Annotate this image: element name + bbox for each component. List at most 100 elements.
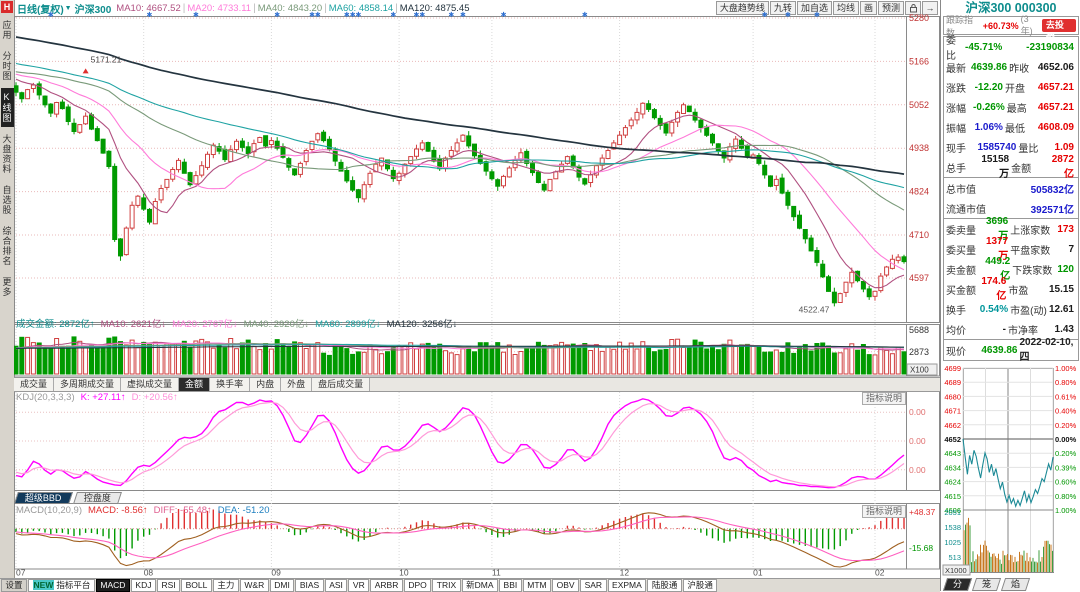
volume-tab-换手率[interactable]: 换手率 [210, 378, 251, 391]
toolbar-button-2[interactable]: 加自选 [796, 1, 832, 15]
volume-tab-多周期成交量[interactable]: 多周期成交量 [54, 378, 122, 391]
svg-text:1.00%: 1.00% [1055, 506, 1077, 515]
quote-row: 流通市值 392571亿 [944, 198, 1078, 218]
sub-tab-超级BBD[interactable]: 超级BBD [14, 492, 73, 504]
quote-value: 4657.21 [1037, 81, 1074, 93]
quote-row: 振幅 1.06% 最低 4608.09 [944, 117, 1078, 137]
ma-legend-item: MA120: 4875.45 [399, 2, 470, 14]
lock-icon[interactable] [905, 1, 921, 15]
svg-text:✱: ✱ [48, 11, 54, 19]
indicator-tab-RSI[interactable]: RSI [156, 579, 181, 592]
svg-text:5052: 5052 [909, 100, 929, 110]
sidebar-item-5[interactable]: 综合排名 [1, 226, 12, 266]
svg-text:0.61%: 0.61% [1055, 392, 1077, 401]
svg-text:02: 02 [875, 568, 885, 578]
svg-text:✱: ✱ [448, 11, 454, 19]
intraday-mini-chart[interactable]: 4699 1.00% 4689 0.80% 4680 0.61% 4671 0.40% 4662… [941, 360, 1080, 578]
volume-tab-金额[interactable]: 金额 [179, 378, 211, 391]
indicator-tab-label: TRIX [436, 580, 457, 590]
period-selector[interactable]: 日线(复权) [17, 4, 64, 16]
indicator-tab-陆股通[interactable]: 陆股通 [647, 579, 682, 592]
volume-tab-内盘[interactable]: 内盘 [250, 378, 282, 391]
new-badge: NEW [32, 580, 55, 590]
svg-text:✱: ✱ [274, 11, 280, 19]
sub-tab-控盘度[interactable]: 控盘度 [72, 492, 122, 504]
toolbar-button-3[interactable]: 均线 [832, 1, 859, 15]
svg-text:07: 07 [16, 568, 26, 578]
svg-text:✱: ✱ [309, 11, 315, 19]
volume-tab-外盘[interactable]: 外盘 [281, 378, 313, 391]
quote-group-price: 现价 4639.86 2022-02-10,四 [944, 337, 1078, 363]
indicator-tab-TRIX[interactable]: TRIX [432, 579, 461, 592]
ma-legend: MA10: 4667.52 | MA20: 4733.11 | MA40: 4843.2… [116, 3, 471, 14]
quote-row: 涨跌 -12.20 开盘 4657.21 [944, 77, 1078, 97]
quote-value: 1.06% [974, 121, 1003, 133]
quote-value: 7 [1068, 243, 1074, 255]
ma-legend-item: MA10: 4667.52 [116, 2, 181, 14]
volume-pane-header: 成交金额: 2872亿↑ MA10: 2621亿↓ MA20: 2767亿↓ MA40… [16, 317, 457, 330]
quote-row: 换手 0.54% 市盈(动) 12.61 [944, 299, 1078, 319]
quote-label: 委卖量 [946, 225, 976, 237]
sidebar-item-0[interactable]: 应用 [1, 20, 12, 40]
toolbar-button-0[interactable]: 大盘趋势线 [715, 1, 769, 15]
svg-text:0.80%: 0.80% [1055, 492, 1077, 501]
indicator-tab-DMI[interactable]: DMI [269, 579, 295, 592]
mini-tab-笼[interactable]: 笼 [971, 578, 1002, 591]
macd-help-link[interactable]: 指标说明 [862, 505, 907, 518]
indicator-tab-BIAS[interactable]: BIAS [295, 579, 324, 592]
quote-label: 昨收 [1009, 63, 1030, 75]
indicator-tab-新DMA[interactable]: 新DMA [461, 579, 499, 592]
sidebar-item-6[interactable]: 更多 [1, 277, 12, 297]
svg-text:✱: ✱ [193, 11, 199, 19]
collapse-panel-icon[interactable]: → [922, 1, 938, 15]
indicator-tab-label: 设置 [5, 580, 23, 590]
kline-chart-canvas[interactable]: 07 08 09 10 11 12 01 02 5280 5166 5052 4938 4824 4710… [14, 0, 940, 578]
toolbar-button-5[interactable]: 预测 [877, 1, 904, 15]
mini-tab-焰[interactable]: 焰 [1000, 578, 1031, 591]
toolbar-button-4[interactable]: 画 [859, 1, 877, 15]
sidebar-item-2[interactable]: K线图 [0, 88, 14, 127]
svg-text:0.60%: 0.60% [1055, 478, 1077, 487]
volume-tab-虚拟成交量[interactable]: 虚拟成交量 [121, 378, 180, 391]
toolbar-button-1[interactable]: 九转 [769, 1, 796, 15]
indicator-tab-MTM[interactable]: MTM [522, 579, 552, 592]
svg-text:✱: ✱ [344, 11, 350, 19]
svg-text:4938: 4938 [909, 143, 929, 153]
indicator-tab-EXPMA[interactable]: EXPMA [607, 579, 647, 592]
quote-row: 委买量 1377万 平盘家数 7 [944, 236, 1078, 262]
indicator-tab-BBI[interactable]: BBI [499, 579, 522, 592]
kdj-help-link[interactable]: 指标说明 [862, 392, 907, 405]
svg-text:5171.21: 5171.21 [91, 54, 122, 64]
mini-tab-label: 分 [953, 579, 963, 589]
indicator-tab-ARBR[interactable]: ARBR [370, 579, 403, 592]
quote-row: 最新 4639.86 昨收 4652.06 [944, 57, 1078, 77]
indicator-tab-KDJ[interactable]: KDJ [130, 579, 156, 592]
indicator-tab-W&R[interactable]: W&R [239, 579, 269, 592]
indicator-tab-MACD[interactable]: MACD [95, 579, 130, 592]
indicator-tab-指标平台[interactable]: NEW 指标平台 [28, 579, 95, 592]
sidebar-item-3[interactable]: 大盘资料 [1, 134, 12, 174]
indicator-tab-label: EXPMA [612, 580, 642, 590]
indicator-tab-主力[interactable]: 主力 [212, 579, 239, 592]
volume-tab-盘后成交量[interactable]: 盘后成交量 [312, 378, 371, 391]
sidebar-item-1[interactable]: 分时图 [1, 51, 12, 81]
indicator-tab-SAR[interactable]: SAR [580, 579, 607, 592]
volume-tab-成交量[interactable]: 成交量 [14, 378, 55, 391]
indicator-tab-设置[interactable]: 设置 [1, 579, 28, 592]
quote-label: 最高 [1006, 103, 1027, 115]
mini-tab-分[interactable]: 分 [942, 578, 973, 591]
quote-label: 市净率 [1008, 325, 1038, 337]
indicator-tab-BOLL[interactable]: BOLL [181, 579, 212, 592]
svg-text:✱: ✱ [414, 11, 420, 19]
indicator-tab-VR[interactable]: VR [348, 579, 370, 592]
svg-text:0.40%: 0.40% [1055, 407, 1077, 416]
indicator-tab-label: VR [352, 580, 365, 590]
indicator-tab-沪股通[interactable]: 沪股通 [682, 579, 718, 592]
indicator-tab-OBV[interactable]: OBV [552, 579, 580, 592]
indicator-tab-ASI[interactable]: ASI [324, 579, 348, 592]
ma-legend-item: MA40: 4843.20 [257, 2, 323, 14]
indicator-tab-DPO[interactable]: DPO [403, 579, 432, 592]
header-value-label: DEA: -51.20 [217, 504, 270, 516]
invest-button[interactable]: 去投资 [1041, 19, 1076, 43]
sidebar-item-4[interactable]: 自选股 [1, 185, 12, 215]
